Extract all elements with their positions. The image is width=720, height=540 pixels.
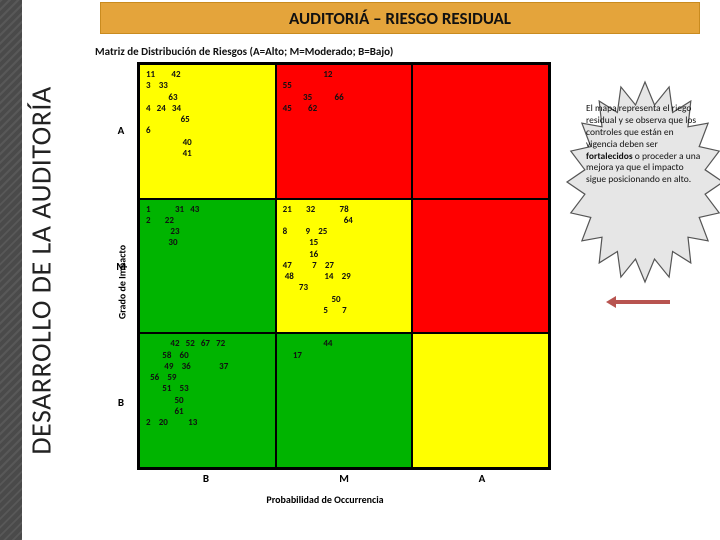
cell-value: 55	[283, 80, 406, 91]
matrix-cell: 21 32 78 648 9 25 15 1647 7 27 48 14 29 …	[276, 199, 413, 334]
cell-value: 15	[283, 237, 406, 248]
y-tick: B	[111, 334, 131, 470]
cell-value: 50	[146, 395, 269, 406]
matrix-cell: 1 31 432 22 23 30	[139, 199, 276, 334]
sidebar-stripe	[0, 0, 22, 540]
starburst-shape: El mapa representa el riego residual y s…	[580, 95, 710, 270]
x-tick: A	[413, 472, 551, 490]
x-tick: B	[137, 472, 275, 490]
x-tick-labels: BMA	[137, 472, 551, 490]
cell-value: 1 31 43	[146, 204, 269, 215]
left-sidebar: DESARROLLO DE LA AUDITORÍA	[0, 0, 82, 540]
cell-value: 50	[283, 294, 406, 305]
x-axis-label: Probabilidad de Occurrencia	[266, 493, 383, 506]
matrix-cell: 42 52 67 72 58 60 49 36 37 56 59 51 53 5…	[139, 333, 276, 468]
cell-value: 12	[283, 69, 406, 80]
arrow-icon	[610, 300, 670, 304]
matrix-cell	[412, 64, 549, 199]
y-tick-labels: AMB	[111, 62, 131, 470]
x-tick: M	[275, 472, 413, 490]
matrix-cell: 44 17	[276, 333, 413, 468]
callout-text: El mapa representa el riego residual y s…	[586, 103, 704, 262]
cell-value: 49 36 37	[146, 361, 269, 372]
explanation-callout: El mapa representa el riego residual y s…	[580, 95, 710, 270]
cell-value: 11 42	[146, 69, 269, 80]
cell-value: 30	[146, 237, 269, 248]
cell-value: 45 62	[283, 103, 406, 114]
cell-value: 35 66	[283, 92, 406, 103]
cell-value: 5 7	[283, 305, 406, 316]
cell-value: 2 22	[146, 215, 269, 226]
matrix-grid: 11 423 33 634 24 34 656 40 41 1255 35 66…	[137, 62, 551, 470]
cell-value: 23	[146, 226, 269, 237]
cell-value: 51 53	[146, 383, 269, 394]
cell-value: 6	[146, 125, 269, 136]
page-header: AUDITORIÁ – RIESGO RESIDUAL	[100, 2, 700, 34]
cell-value: 40	[146, 137, 269, 148]
cell-value: 64	[283, 215, 406, 226]
cell-value: 4 24 34	[146, 103, 269, 114]
header-title: AUDITORIÁ – RIESGO RESIDUAL	[289, 8, 511, 29]
cell-value: 63	[146, 92, 269, 103]
cell-value: 3 33	[146, 80, 269, 91]
cell-value: 47 7 27	[283, 260, 406, 271]
cell-value: 2 20 13	[146, 417, 269, 428]
cell-value: 42 52 67 72	[146, 338, 269, 349]
cell-value: 17	[283, 350, 406, 361]
cell-value: 8 9 25	[283, 226, 406, 237]
y-tick: A	[111, 62, 131, 198]
cell-value: 44	[283, 338, 406, 349]
cell-value: 16	[283, 249, 406, 260]
sidebar-title: DESARROLLO DE LA AUDITORÍA	[24, 86, 59, 454]
cell-value: 48 14 29	[283, 271, 406, 282]
cell-value: 56 59	[146, 372, 269, 383]
matrix-cell: 1255 35 6645 62	[276, 64, 413, 199]
cell-value: 58 60	[146, 350, 269, 361]
cell-value: 65	[146, 114, 269, 125]
cell-value: 21 32 78	[283, 204, 406, 215]
matrix-cell: 11 423 33 634 24 34 656 40 41	[139, 64, 276, 199]
matrix-cell	[412, 333, 549, 468]
cell-value: 41	[146, 148, 269, 159]
y-tick: M	[111, 198, 131, 334]
cell-value: 61	[146, 406, 269, 417]
matrix-frame: Grado de Impacto Probabilidad de Occurre…	[95, 62, 555, 502]
chart-title: Matriz de Distribución de Riesgos (A=Alt…	[95, 45, 570, 58]
risk-matrix-chart: Matriz de Distribución de Riesgos (A=Alt…	[95, 45, 570, 520]
cell-value: 73	[283, 282, 406, 293]
matrix-cell	[412, 199, 549, 334]
